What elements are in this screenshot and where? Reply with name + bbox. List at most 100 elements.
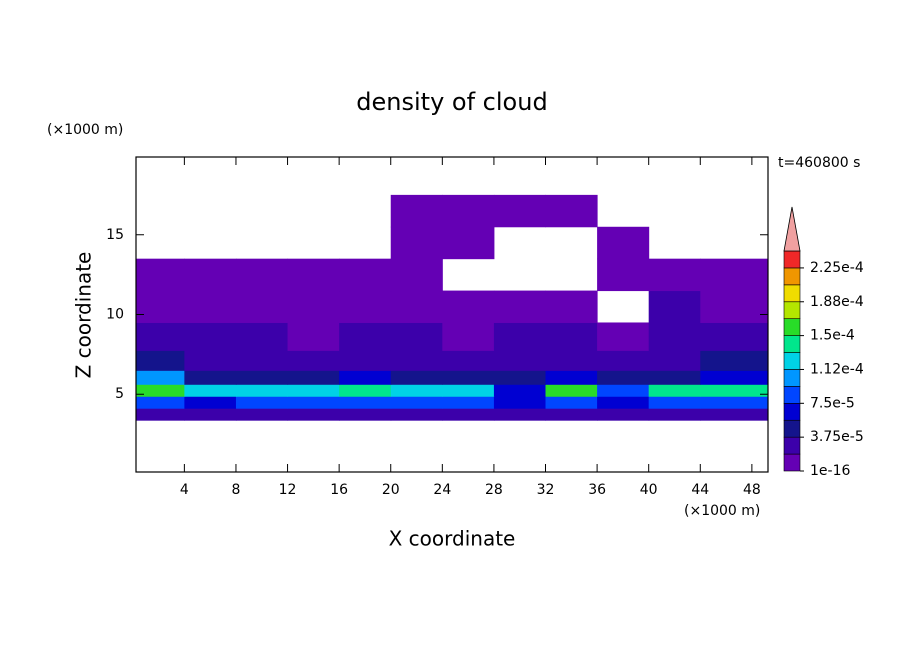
- contour-cell: [339, 370, 392, 385]
- contour-cell: [184, 322, 237, 351]
- colorbar-box: [783, 386, 801, 404]
- contour-cell: [648, 350, 701, 371]
- contour-cell: [136, 408, 185, 421]
- contour-cell: [648, 290, 701, 323]
- contour-cell: [390, 384, 443, 397]
- chart-title: density of cloud: [356, 88, 547, 116]
- contour-cell: [442, 384, 495, 397]
- contour-cell: [390, 290, 443, 323]
- contour-cell: [597, 226, 650, 260]
- contour-cell: [597, 384, 650, 397]
- y-tick-label: 5: [115, 386, 124, 402]
- contour-cell: [235, 384, 289, 397]
- colorbar-box: [783, 335, 801, 353]
- contour-cell: [493, 384, 547, 397]
- colorbar-tick-label: 1.12e-4: [810, 361, 864, 377]
- x-tick-label: 20: [382, 482, 400, 498]
- contour-cell: [339, 350, 392, 371]
- colorbar-box: [783, 352, 801, 370]
- y-tick-label: 15: [106, 227, 124, 243]
- contour-cell: [442, 408, 495, 421]
- contour-cell: [287, 290, 340, 323]
- contour-cell: [235, 396, 289, 409]
- contour-cell: [390, 370, 443, 385]
- x-tick-label: 32: [537, 482, 555, 498]
- contour-cell: [700, 396, 769, 409]
- contour-cell: [545, 370, 598, 385]
- contour-cell: [287, 384, 340, 397]
- contour-cell: [136, 322, 185, 351]
- contour-cell: [287, 408, 340, 421]
- colorbar-box: [783, 284, 801, 303]
- contour-cell: [390, 396, 443, 409]
- contour-cell: [235, 258, 289, 292]
- colorbar-box: [783, 301, 801, 319]
- contour-cell: [597, 408, 650, 421]
- x-tick-label: 4: [180, 482, 189, 498]
- colorbar-box: [783, 436, 801, 455]
- colorbar-tick-label: 2.25e-4: [810, 260, 864, 276]
- contour-cell: [545, 408, 598, 421]
- x-tick-label: 12: [279, 482, 297, 498]
- contour-cell: [339, 322, 392, 351]
- x-axis-label: X coordinate: [389, 527, 516, 551]
- contour-cell: [184, 408, 237, 421]
- y-tick-label: 10: [106, 307, 124, 323]
- contour-cell: [700, 290, 769, 323]
- contour-cell: [136, 350, 185, 371]
- colorbar-box: [783, 419, 801, 438]
- contour-cell: [287, 396, 340, 409]
- contour-cell: [235, 408, 289, 421]
- colorbar-box: [783, 369, 801, 387]
- contour-cell: [648, 408, 701, 421]
- colorbar-tick-label: 1.5e-4: [810, 328, 855, 344]
- contour-cell: [700, 350, 769, 371]
- y-unit: (×1000 m): [47, 122, 123, 138]
- x-tick-label: 48: [743, 482, 761, 498]
- contour-cell: [700, 384, 769, 397]
- colorbar-extend: [783, 206, 801, 252]
- contour-cell: [136, 384, 185, 397]
- contour-cell: [597, 370, 650, 385]
- contour-cell: [339, 384, 392, 397]
- colorbar-tick-label: 3.75e-5: [810, 429, 864, 445]
- x-tick-label: 44: [691, 482, 709, 498]
- x-tick-label: 16: [330, 482, 348, 498]
- contour-cell: [390, 408, 443, 421]
- contour-cell: [493, 408, 547, 421]
- contour-cell: [442, 370, 495, 385]
- x-tick-label: 24: [433, 482, 451, 498]
- contour-cell: [545, 322, 598, 351]
- contour-cell: [390, 194, 443, 228]
- contour-cell: [545, 290, 598, 323]
- contour-cell: [184, 350, 237, 371]
- contour-cell: [597, 396, 650, 409]
- colorbar-box: [783, 267, 801, 286]
- contour-cell: [136, 370, 185, 385]
- contour-cell: [235, 350, 289, 371]
- y-axis-label: Z coordinate: [72, 252, 96, 379]
- contour-cell: [493, 194, 547, 228]
- contour-cell: [648, 258, 701, 292]
- contour-cell: [545, 396, 598, 409]
- contour-cell: [493, 290, 547, 323]
- contour-cell: [235, 370, 289, 385]
- contour-cell: [390, 322, 443, 351]
- contour-cell: [184, 258, 237, 292]
- colorbar-box: [783, 403, 801, 421]
- contour-cell: [136, 258, 185, 292]
- contour-cell: [545, 194, 598, 228]
- contour-cell: [287, 322, 340, 351]
- contour-cell: [442, 350, 495, 371]
- x-unit: (×1000 m): [684, 503, 760, 519]
- contour-cell: [648, 396, 701, 409]
- colorbar-tick-label: 1.88e-4: [810, 294, 864, 310]
- contour-cell: [184, 370, 237, 385]
- annotation: t=460800 s: [778, 155, 860, 171]
- contour-cell: [597, 350, 650, 371]
- contour-cell: [390, 350, 443, 371]
- contour-cell: [442, 226, 495, 260]
- contour-cell: [390, 226, 443, 260]
- contour-cell: [235, 322, 289, 351]
- contour-cell: [493, 322, 547, 351]
